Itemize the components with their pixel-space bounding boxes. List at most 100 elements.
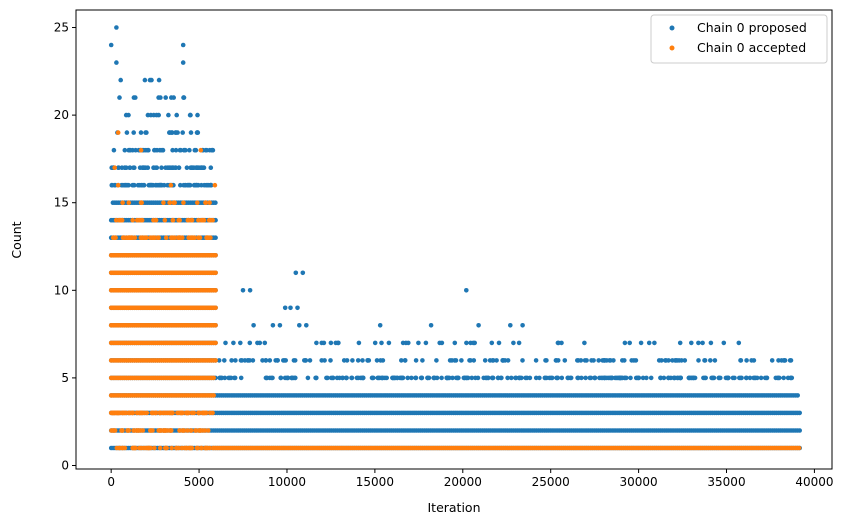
- proposed-point: [509, 375, 514, 381]
- proposed-point: [744, 358, 749, 363]
- proposed-point: [223, 340, 228, 346]
- proposed-point: [712, 358, 718, 363]
- proposed-point: [652, 340, 657, 346]
- proposed-point: [600, 375, 605, 381]
- accepted-point: [138, 147, 144, 153]
- y-tick-label: 10: [54, 283, 69, 297]
- proposed-point: [495, 375, 501, 381]
- proposed-point: [675, 375, 680, 381]
- proposed-point: [638, 340, 644, 346]
- proposed-point: [565, 375, 570, 381]
- accepted-point: [172, 200, 177, 205]
- proposed-point: [602, 358, 608, 363]
- proposed-point: [314, 340, 319, 346]
- proposed-point: [501, 358, 506, 363]
- proposed-point: [666, 375, 671, 381]
- accepted-point: [112, 165, 117, 170]
- proposed-point: [240, 288, 246, 293]
- proposed-point: [505, 375, 510, 381]
- accepted-point: [177, 235, 183, 240]
- proposed-point: [708, 358, 713, 363]
- proposed-point: [749, 358, 754, 363]
- proposed-point: [673, 358, 679, 363]
- proposed-point: [620, 375, 625, 381]
- proposed-point: [476, 323, 481, 328]
- accepted-point: [213, 253, 218, 258]
- accepted-point: [121, 235, 126, 240]
- accepted-point: [140, 235, 145, 240]
- proposed-point: [349, 375, 355, 381]
- y-tick-label: 15: [54, 196, 69, 210]
- accepted-point: [115, 130, 121, 135]
- accepted-point: [191, 410, 197, 416]
- accepted-point: [207, 200, 212, 205]
- proposed-point: [307, 358, 313, 363]
- accepted-point: [125, 428, 131, 433]
- accepted-point: [130, 410, 135, 416]
- proposed-point: [596, 358, 601, 363]
- proposed-point: [689, 340, 694, 346]
- proposed-point: [173, 147, 179, 153]
- accepted-point: [111, 428, 117, 433]
- accepted-point: [120, 410, 125, 416]
- accepted-point: [213, 305, 218, 311]
- accepted-point: [196, 217, 201, 223]
- proposed-point: [130, 182, 135, 188]
- proposed-point: [554, 375, 560, 381]
- proposed-point: [464, 288, 469, 293]
- proposed-point: [111, 147, 117, 153]
- accepted-point: [116, 445, 122, 451]
- proposed-point: [238, 375, 244, 381]
- proposed-point: [575, 358, 580, 363]
- accepted-point: [162, 217, 168, 223]
- accepted-point: [111, 235, 116, 240]
- proposed-point: [180, 42, 186, 48]
- proposed-point: [703, 375, 708, 381]
- proposed-point: [718, 375, 723, 381]
- proposed-point: [482, 358, 488, 363]
- proposed-point: [324, 375, 329, 381]
- proposed-point: [118, 77, 123, 83]
- proposed-point: [489, 340, 495, 346]
- proposed-point: [120, 182, 125, 188]
- proposed-point: [163, 95, 168, 100]
- proposed-point: [513, 375, 518, 381]
- proposed-point: [439, 375, 444, 381]
- proposed-point: [490, 358, 495, 363]
- accepted-point: [195, 200, 200, 205]
- proposed-point: [176, 165, 182, 170]
- proposed-point: [270, 323, 276, 328]
- proposed-point: [468, 358, 473, 363]
- proposed-point: [559, 375, 565, 381]
- proposed-point: [127, 165, 132, 170]
- proposed-point: [195, 165, 201, 170]
- proposed-point: [319, 358, 325, 363]
- legend-box: [650, 14, 828, 64]
- accepted-point: [126, 200, 132, 205]
- proposed-point: [238, 340, 243, 346]
- proposed-point: [547, 375, 552, 381]
- proposed-point: [267, 358, 273, 363]
- proposed-point: [194, 130, 200, 135]
- proposed-point: [283, 358, 289, 363]
- proposed-point: [369, 375, 375, 381]
- proposed-point: [177, 147, 183, 153]
- accepted-point: [198, 147, 204, 153]
- accepted-point: [144, 410, 150, 416]
- proposed-point: [543, 358, 548, 363]
- proposed-point: [169, 95, 174, 100]
- accepted-point: [153, 410, 159, 416]
- accepted-point: [194, 445, 200, 451]
- accepted-point: [119, 428, 124, 433]
- accepted-point: [187, 235, 193, 240]
- proposed-point: [199, 165, 205, 170]
- proposed-point: [260, 358, 265, 363]
- proposed-point: [122, 165, 127, 170]
- accepted-point: [199, 445, 204, 451]
- proposed-point: [469, 375, 475, 381]
- proposed-point: [428, 323, 434, 328]
- accepted-point: [137, 217, 142, 223]
- proposed-point: [377, 323, 383, 328]
- series-accepted-marks: [108, 130, 802, 451]
- accepted-point: [120, 200, 125, 205]
